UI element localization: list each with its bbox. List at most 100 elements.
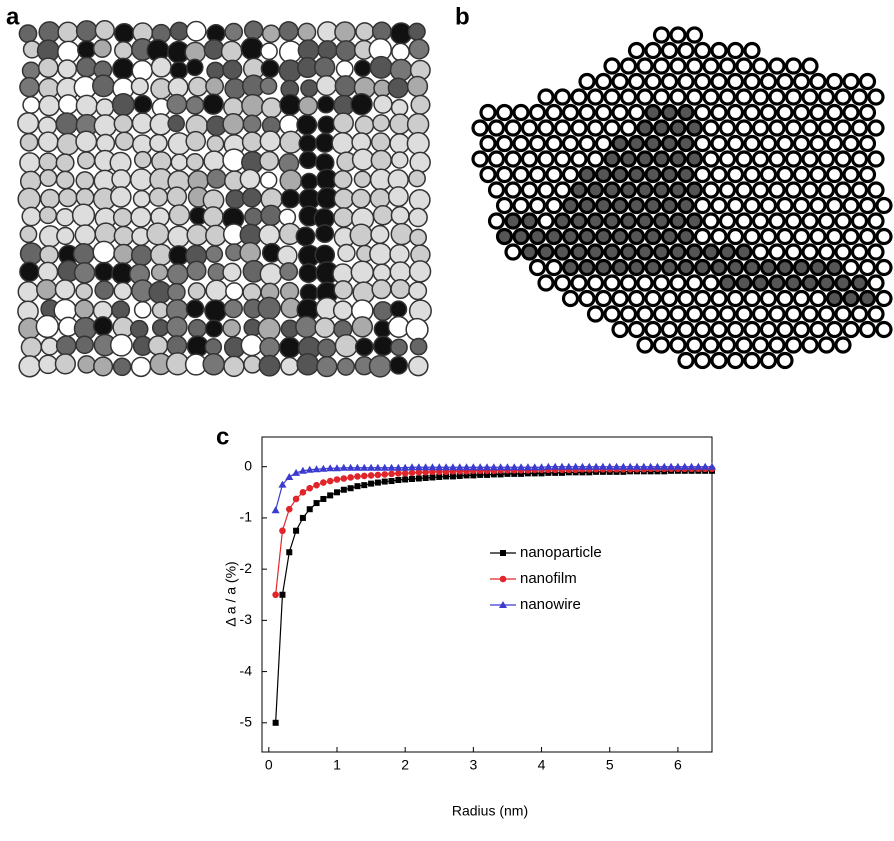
atom	[685, 119, 704, 137]
marker	[544, 462, 553, 470]
atom	[58, 187, 78, 208]
marker	[402, 476, 409, 483]
atom	[809, 196, 827, 215]
atom	[702, 150, 720, 168]
atom	[39, 245, 59, 265]
atom	[504, 212, 522, 230]
atom	[669, 26, 687, 44]
atom	[37, 261, 59, 283]
atom	[222, 318, 241, 338]
atom	[735, 88, 753, 106]
atom	[850, 181, 869, 199]
atom	[710, 103, 728, 122]
atom	[57, 59, 78, 79]
marker	[653, 462, 662, 470]
atom	[224, 22, 244, 42]
atom	[751, 212, 770, 230]
atom	[586, 212, 605, 230]
atom	[858, 134, 877, 153]
atom	[504, 150, 522, 168]
marker	[667, 462, 676, 470]
atom	[220, 40, 243, 63]
marker	[646, 462, 655, 470]
atom	[57, 21, 79, 43]
atom	[95, 133, 116, 153]
marker	[306, 484, 314, 492]
atom	[652, 274, 671, 292]
atom	[239, 241, 262, 264]
atom	[185, 20, 207, 42]
atom	[644, 134, 662, 153]
atom	[545, 165, 563, 184]
plot-frame	[261, 436, 713, 753]
atom	[553, 119, 572, 137]
atom	[75, 171, 95, 191]
atom	[553, 243, 572, 261]
atom	[619, 150, 638, 168]
atom	[349, 223, 373, 247]
atom	[495, 227, 514, 246]
atom	[768, 57, 786, 75]
atom	[578, 72, 596, 91]
atom	[242, 114, 262, 134]
atom	[603, 57, 621, 75]
marker	[409, 476, 415, 482]
atom	[166, 316, 188, 338]
marker	[334, 489, 340, 496]
marker	[531, 470, 538, 477]
atom	[204, 338, 223, 356]
atom	[370, 224, 390, 245]
atom	[759, 258, 778, 277]
atom	[409, 228, 428, 247]
atom	[406, 131, 430, 156]
marker	[360, 463, 369, 471]
atom	[627, 134, 646, 153]
atom	[278, 208, 297, 227]
atom	[77, 40, 97, 60]
marker	[483, 463, 491, 471]
atom	[776, 103, 794, 122]
atom	[185, 152, 204, 171]
atom	[38, 206, 58, 225]
atom	[759, 289, 778, 308]
atom	[693, 258, 712, 277]
atom	[113, 243, 134, 265]
atom	[685, 336, 704, 354]
atom	[685, 150, 704, 168]
atom	[718, 181, 737, 199]
atom	[316, 95, 335, 114]
atom	[75, 282, 93, 301]
atom	[186, 223, 209, 246]
atom	[644, 41, 662, 60]
atom	[809, 320, 827, 339]
atom	[636, 305, 654, 323]
atom	[240, 37, 264, 61]
atom	[784, 305, 803, 323]
atom	[619, 181, 638, 199]
atom	[875, 289, 893, 308]
atom	[38, 94, 60, 117]
atom	[578, 196, 596, 215]
atom	[594, 289, 613, 308]
atom	[205, 76, 225, 96]
marker	[286, 549, 293, 556]
atom	[718, 119, 737, 137]
marker	[517, 463, 526, 471]
atom	[784, 181, 803, 199]
atom	[408, 38, 430, 60]
atom	[710, 289, 728, 308]
atom	[619, 88, 638, 106]
atom	[652, 88, 671, 106]
atom	[520, 150, 539, 168]
atom	[185, 299, 205, 319]
atom	[202, 93, 224, 115]
atom	[408, 169, 426, 188]
marker	[490, 471, 497, 478]
atom	[72, 242, 95, 265]
atom	[258, 354, 281, 377]
atom	[627, 196, 646, 215]
marker	[326, 477, 334, 485]
atom	[408, 260, 432, 283]
atom	[817, 150, 836, 168]
atom	[594, 72, 613, 91]
